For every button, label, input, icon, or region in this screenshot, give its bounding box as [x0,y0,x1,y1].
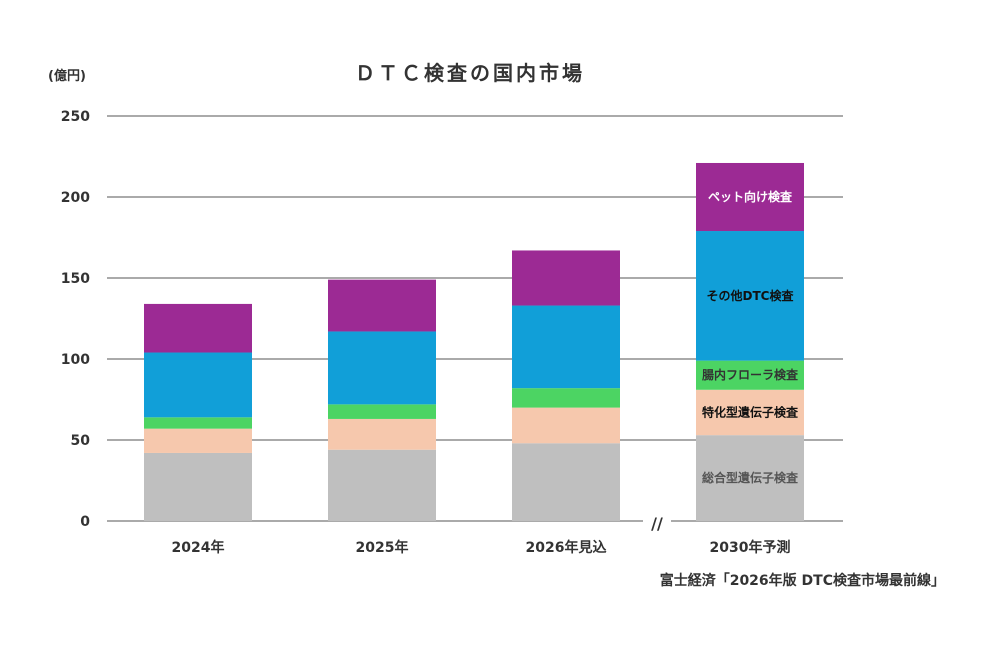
axis-break: // [643,514,671,533]
bar-segment [328,449,436,521]
series-label: 特化型遺伝子検査 [702,404,799,419]
bar-segment [328,279,436,332]
y-tick-label: 200 [61,190,90,206]
bar-segment [144,352,252,418]
bar-segment [144,452,252,521]
bar-segment [328,404,436,419]
bar-segment [696,435,804,521]
bar-segment [144,428,252,453]
bar-segment [512,443,620,521]
bar-segment [696,162,804,232]
y-tick-label: 150 [61,271,90,287]
y-tick-label: 250 [61,109,90,125]
y-tick-label: 0 [80,514,90,530]
bar-segment [512,407,620,444]
x-tick-label: 2024年 [172,539,225,556]
bar-segment [696,231,804,361]
source-note: 富士経済「2026年版 DTC検査市場最前線」 [660,572,945,589]
x-tick-label: 2026年見込 [526,539,607,556]
bar-segment [328,331,436,405]
series-label: 総合型遺伝子検査 [702,470,799,485]
bar-segment [144,417,252,429]
x-tick-label: 2025年 [356,539,409,556]
y-axis-unit-label: (億円) [48,68,86,84]
chart-title: ＤＴＣ検査の国内市場 [355,61,585,85]
y-tick-label: 100 [61,352,90,368]
y-tick-label: 50 [71,433,91,449]
x-axis-ticks: 2024年 2025年 2026年見込 2030年予測 [172,539,791,556]
series-label: その他DTC検査 [707,288,795,303]
bar-segment [512,305,620,389]
bar-segment [144,303,252,353]
series-label: ペット向け検査 [708,189,793,204]
bar-segment [512,250,620,306]
bar-segment [696,389,804,436]
series-label: 腸内フローラ検査 [702,367,799,382]
stacked-bars [144,162,804,521]
axis-break-gap [643,517,671,525]
bar-segment [696,360,804,390]
axis-break-marker: // [651,514,663,533]
bar-segment [512,388,620,408]
bar-segment [328,418,436,450]
x-tick-label: 2030年予測 [710,539,791,556]
y-axis-ticks: 0 50 100 150 200 250 [61,109,90,530]
